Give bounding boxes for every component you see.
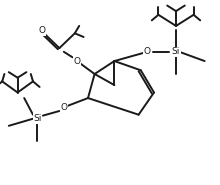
Text: O: O xyxy=(38,26,45,35)
Text: O: O xyxy=(60,103,67,112)
Text: O: O xyxy=(73,57,81,65)
Text: Si: Si xyxy=(33,114,42,123)
Text: O: O xyxy=(144,47,151,56)
Text: Si: Si xyxy=(172,47,180,56)
